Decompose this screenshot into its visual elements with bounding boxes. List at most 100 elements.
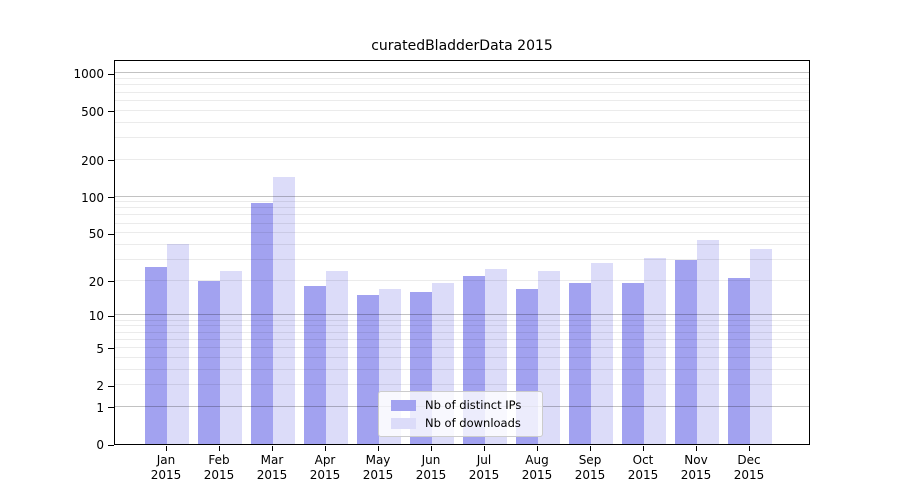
bar-dec-ips — [728, 278, 750, 444]
y-tick — [108, 73, 114, 75]
y-tick — [108, 348, 114, 350]
bar-mar-ips — [251, 202, 273, 444]
legend-item-ips: Nb of distinct IPs — [391, 398, 542, 412]
gridline-minor — [115, 222, 809, 224]
x-tick-month: Nov — [684, 453, 708, 467]
y-tick — [108, 315, 114, 317]
x-tick-label: Nov 2015 — [668, 453, 724, 483]
x-tick-month: Jul — [476, 453, 492, 467]
x-tick-year: 2015 — [733, 468, 765, 482]
gridline-minor — [115, 207, 809, 209]
y-tick — [108, 444, 114, 446]
y-tick-label: 50 — [88, 227, 104, 242]
x-tick-year: 2015 — [415, 468, 447, 482]
y-tick-label: 100 — [81, 190, 104, 205]
bar-feb-ips — [198, 280, 220, 444]
y-tick-label: 1 — [96, 400, 104, 415]
y-tick-label: 2 — [96, 379, 104, 394]
x-tick-label: Jun 2015 — [403, 453, 459, 483]
x-tick-label: Jan 2015 — [138, 453, 194, 483]
x-tick-month: May — [365, 453, 391, 467]
x-tick-year: 2015 — [256, 468, 288, 482]
x-tick — [696, 446, 697, 451]
y-tick — [108, 385, 114, 387]
chart-title: curatedBladderData 2015 — [371, 38, 553, 54]
x-tick — [484, 446, 485, 451]
bar-sep-downloads — [591, 263, 613, 444]
bar-oct-downloads — [644, 258, 666, 444]
x-tick — [325, 446, 326, 451]
bar-apr-downloads — [326, 271, 348, 444]
legend-label-downloads: Nb of downloads — [425, 416, 521, 430]
x-tick-year: 2015 — [521, 468, 553, 482]
x-tick-year: 2015 — [203, 468, 235, 482]
y-tick-label: 5 — [96, 341, 104, 356]
x-tick-year: 2015 — [680, 468, 712, 482]
y-tick — [108, 160, 114, 162]
bar-jan-ips — [145, 267, 167, 444]
x-tick-month: Apr — [314, 453, 336, 467]
gridline-minor — [115, 78, 809, 80]
bar-nov-downloads — [697, 239, 719, 444]
x-tick-label: Jul 2015 — [456, 453, 512, 483]
x-tick — [643, 446, 644, 451]
gridline-major — [115, 72, 809, 74]
y-tick-label: 0 — [96, 438, 104, 452]
x-tick-year: 2015 — [627, 468, 659, 482]
y-tick-label: 200 — [81, 153, 104, 168]
x-tick-label: Sep 2015 — [562, 453, 618, 483]
x-tick-year: 2015 — [468, 468, 500, 482]
y-tick-label: 10 — [88, 309, 104, 324]
bar-feb-downloads — [220, 271, 242, 444]
x-tick-year: 2015 — [574, 468, 606, 482]
x-tick-month: Jun — [421, 453, 441, 467]
x-tick-year: 2015 — [362, 468, 394, 482]
bar-dec-downloads — [750, 248, 772, 444]
bar-nov-ips — [675, 259, 697, 444]
bar-sep-ips — [569, 283, 591, 444]
bar-aug-downloads — [538, 271, 560, 444]
x-tick-label: Dec 2015 — [721, 453, 777, 483]
x-tick-year: 2015 — [150, 468, 182, 482]
x-tick-label: May 2015 — [350, 453, 406, 483]
x-tick-year: 2015 — [309, 468, 341, 482]
bar-may-ips — [357, 295, 379, 444]
x-tick-label: Feb 2015 — [191, 453, 247, 483]
gridline-minor — [115, 214, 809, 216]
legend-label-ips: Nb of distinct IPs — [425, 398, 522, 412]
gridline-minor — [115, 158, 809, 160]
x-tick — [431, 446, 432, 451]
y-tick — [108, 407, 114, 409]
bar-oct-ips — [622, 283, 644, 444]
gridline-minor — [115, 99, 809, 101]
legend-item-downloads: Nb of downloads — [391, 416, 542, 430]
gridline-minor — [115, 84, 809, 86]
x-tick-month: Sep — [578, 453, 602, 467]
legend: Nb of distinct IPs Nb of downloads — [378, 391, 543, 437]
x-tick-month: Feb — [208, 453, 230, 467]
y-tick — [108, 233, 114, 235]
y-tick-label: 20 — [88, 274, 104, 289]
x-tick-label: Mar 2015 — [244, 453, 300, 483]
y-tick — [108, 281, 114, 283]
x-tick-month: Oct — [632, 453, 654, 467]
gridline-minor — [115, 91, 809, 93]
x-tick-month: Jan — [156, 453, 176, 467]
gridline-minor — [115, 136, 809, 138]
x-tick-month: Mar — [260, 453, 284, 467]
y-tick-label: 1000 — [73, 67, 104, 82]
plot-area — [114, 60, 810, 445]
y-tick — [108, 111, 114, 113]
x-tick-label: Aug 2015 — [509, 453, 565, 483]
gridline-minor — [115, 201, 809, 203]
x-tick-label: Oct 2015 — [615, 453, 671, 483]
x-tick-month: Aug — [525, 453, 549, 467]
x-tick — [166, 446, 167, 451]
x-tick — [590, 446, 591, 451]
x-tick — [378, 446, 379, 451]
x-tick — [537, 446, 538, 451]
y-tick — [108, 197, 114, 198]
legend-swatch-downloads — [391, 417, 416, 429]
bar-mar-downloads — [273, 176, 295, 444]
